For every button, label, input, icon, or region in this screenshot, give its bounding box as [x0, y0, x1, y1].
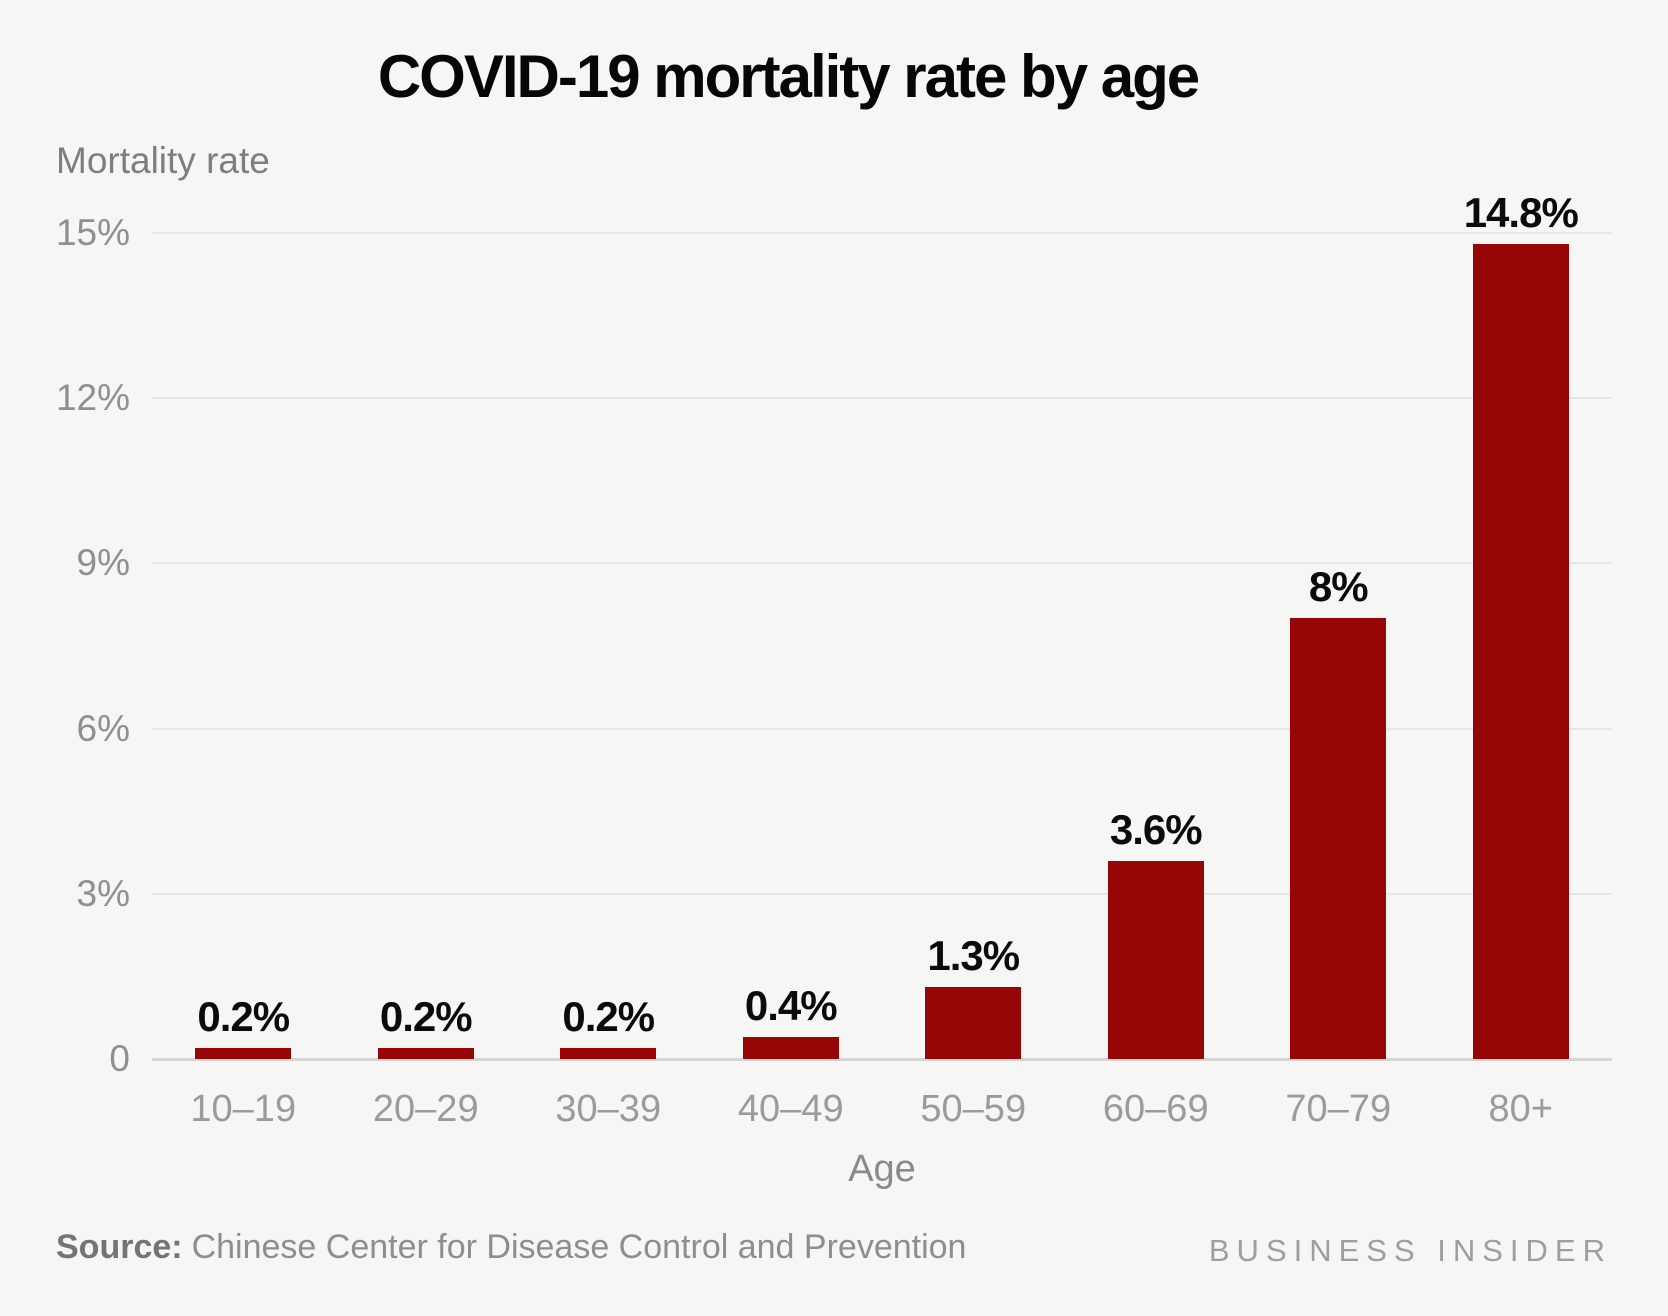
x-axis-title: Age [848, 1148, 916, 1190]
x-tick-label: 20–29 [372, 1088, 479, 1130]
bar-value-label: 1.3% [927, 932, 1020, 980]
bar-value-label: 0.2% [562, 992, 655, 1040]
bar [1107, 860, 1204, 1059]
y-tick-label: 3% [76, 872, 130, 914]
bar [925, 987, 1022, 1059]
brand-logo: BUSINESS INSIDER [1208, 1233, 1612, 1268]
bar-value-label: 0.4% [744, 981, 838, 1029]
chart-title: COVID-19 mortality rate by age [377, 43, 1200, 110]
source-text: Chinese Center for Disease Control and P… [191, 1228, 967, 1266]
y-tick-label: 6% [76, 707, 130, 749]
y-tick-label: 15% [55, 212, 130, 253]
bar [560, 1047, 657, 1059]
gridline [152, 397, 1612, 400]
gridline [152, 892, 1612, 895]
bar-value-label: 14.8% [1463, 189, 1579, 236]
bar [742, 1036, 839, 1059]
bar-value-label: 3.6% [1109, 805, 1203, 853]
x-tick-label: 40–49 [737, 1088, 844, 1130]
x-tick-label: 70–79 [1285, 1088, 1392, 1130]
y-axis-title: Mortality rate [56, 140, 270, 181]
bar-value-label: 8% [1308, 563, 1369, 611]
y-tick-label: 9% [76, 542, 130, 584]
y-tick-label: 0 [109, 1038, 130, 1079]
bar [1472, 244, 1569, 1059]
gridline [152, 1058, 1612, 1061]
x-tick-label: 10–19 [190, 1088, 297, 1130]
y-tick-label: 12% [55, 377, 130, 419]
bar [195, 1047, 292, 1059]
gridline [152, 232, 1612, 234]
x-tick-label: 30–39 [555, 1088, 662, 1130]
x-tick-label: 50–59 [920, 1088, 1027, 1130]
x-tick-label: 60–69 [1102, 1088, 1209, 1130]
x-tick-label: 80+ [1488, 1088, 1553, 1130]
bar-value-label: 0.2% [379, 992, 473, 1040]
bar [1290, 618, 1387, 1059]
source-line: Source: Chinese Center for Disease Contro… [56, 1228, 966, 1267]
bar-value-label: 0.2% [197, 992, 290, 1040]
gridline [152, 562, 1612, 565]
gridline [152, 727, 1612, 730]
bar [377, 1047, 474, 1059]
source-label: Source: [56, 1228, 183, 1266]
